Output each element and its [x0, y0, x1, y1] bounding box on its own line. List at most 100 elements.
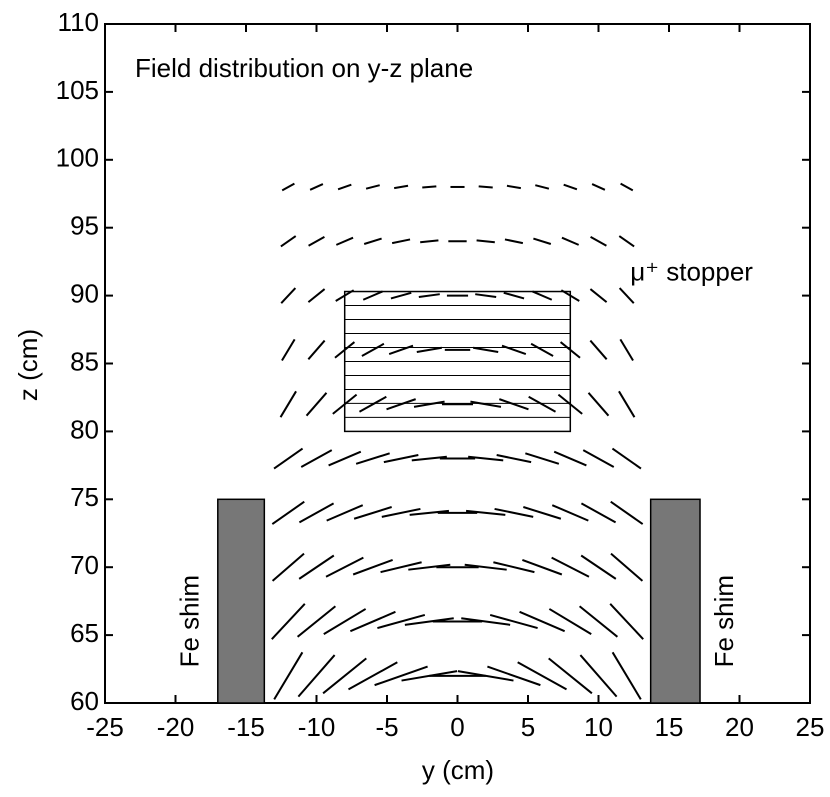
- annotation: μ⁺ stopper: [630, 256, 753, 286]
- field-vector: [579, 654, 618, 698]
- field-vector: [494, 507, 534, 518]
- field-vector: [489, 614, 538, 630]
- x-tick-label: 10: [584, 712, 613, 742]
- field-vector: [347, 661, 398, 691]
- field-vector: [298, 554, 335, 580]
- field-vector: [362, 290, 383, 301]
- x-tick-label: -5: [375, 712, 398, 742]
- field-vector: [413, 400, 445, 408]
- field-vector: [589, 288, 608, 303]
- field-vector: [473, 346, 499, 354]
- field-vector: [388, 344, 414, 356]
- field-vector: [361, 342, 385, 357]
- y-tick-label: 95: [70, 211, 99, 241]
- field-vector: [404, 617, 454, 626]
- field-vector: [548, 657, 593, 695]
- x-tick-label: 15: [655, 712, 684, 742]
- field-vector: [337, 183, 352, 191]
- field-vector: [416, 346, 442, 354]
- field-vector: [557, 393, 583, 415]
- field-vector: [308, 235, 325, 247]
- y-tick-label: 80: [70, 414, 99, 444]
- field-vector: [420, 239, 439, 244]
- field-vector: [587, 392, 610, 417]
- y-tick-label: 65: [70, 618, 99, 648]
- field-vector: [280, 235, 297, 248]
- field-vector: [323, 608, 367, 635]
- field-vector: [498, 398, 529, 411]
- field-vector: [590, 235, 607, 247]
- field-vector: [561, 236, 580, 246]
- field-vector: [611, 447, 642, 470]
- field-vector: [618, 390, 636, 418]
- field-vector: [461, 617, 511, 626]
- field-vector: [551, 504, 589, 522]
- field-vector: [525, 452, 560, 465]
- field-vector: [383, 454, 419, 464]
- field-vector: [386, 398, 417, 411]
- field-vector: [332, 393, 358, 415]
- field-vector: [610, 552, 644, 582]
- y-tick-label: 100: [56, 143, 99, 173]
- field-vector: [271, 603, 306, 640]
- field-vector: [296, 605, 337, 638]
- field-vector: [358, 395, 387, 413]
- field-vector: [476, 239, 495, 244]
- field-vector: [418, 293, 440, 299]
- field-vector: [328, 450, 362, 467]
- field-vector: [325, 556, 364, 578]
- field-vector: [365, 184, 380, 190]
- field-vector: [591, 183, 606, 191]
- field-vector: [352, 558, 393, 576]
- annotation: Fe shim: [175, 575, 205, 667]
- field-vector: [548, 608, 592, 635]
- field-vector: [522, 558, 563, 576]
- field-vector: [279, 390, 297, 418]
- field-vector: [618, 287, 635, 304]
- field-vector: [322, 657, 367, 695]
- field-vector: [533, 237, 552, 245]
- field-vector: [271, 552, 305, 582]
- field-vector: [620, 182, 634, 192]
- field-vector: [501, 344, 527, 356]
- y-tick-label: 105: [56, 75, 99, 105]
- field-vector: [390, 291, 412, 300]
- field-vector: [582, 449, 615, 468]
- plot-frame: [104, 23, 811, 704]
- y-axis-label: z (cm): [13, 329, 43, 401]
- field-vector: [298, 502, 335, 524]
- field-vector: [281, 182, 295, 192]
- chart-title: Field distribution on y-z plane: [135, 53, 473, 83]
- field-vector: [309, 183, 324, 191]
- field-vector: [391, 238, 411, 245]
- field-vector: [271, 500, 305, 525]
- field-vector: [468, 455, 504, 462]
- field-vector: [478, 185, 493, 189]
- field-vector: [589, 339, 608, 360]
- y-tick-label: 90: [70, 278, 99, 308]
- field-vector: [408, 563, 451, 571]
- y-tick-label: 70: [70, 550, 99, 580]
- field-vector: [504, 238, 524, 245]
- field-vector: [273, 447, 304, 470]
- field-vector: [273, 651, 304, 700]
- field-vector: [532, 290, 553, 301]
- shape: [649, 498, 701, 704]
- field-vector: [610, 500, 644, 525]
- y-tick-label: 60: [70, 686, 99, 716]
- field-vector: [305, 392, 328, 417]
- field-vector: [307, 339, 326, 360]
- field-vector: [457, 670, 514, 682]
- field-vector: [300, 449, 333, 468]
- x-tick-label: 25: [796, 712, 825, 742]
- x-axis-label: y (cm): [422, 755, 494, 785]
- field-vector: [609, 603, 644, 640]
- field-vector: [381, 507, 421, 518]
- field-vector: [563, 183, 578, 191]
- field-vector: [487, 665, 541, 687]
- field-vector: [517, 661, 568, 691]
- field-vector: [393, 184, 409, 190]
- field-vector: [422, 185, 437, 189]
- x-tick-label: -20: [157, 712, 195, 742]
